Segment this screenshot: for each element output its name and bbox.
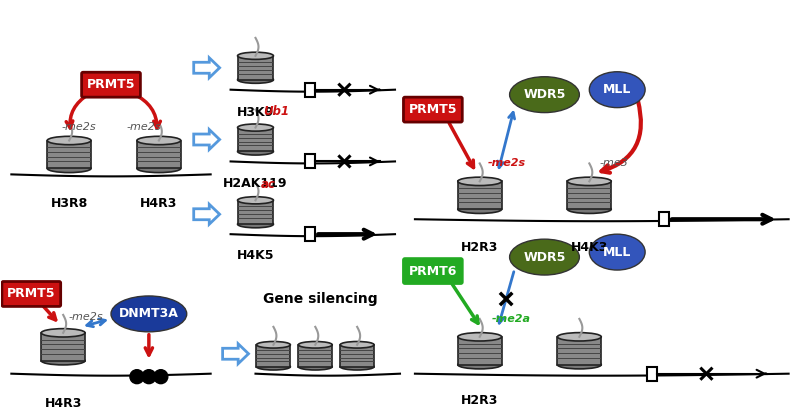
Bar <box>306 83 315 97</box>
Ellipse shape <box>558 361 601 369</box>
Text: -me2a: -me2a <box>492 314 531 324</box>
Bar <box>458 181 501 209</box>
Ellipse shape <box>299 342 332 348</box>
Ellipse shape <box>257 363 291 370</box>
FancyBboxPatch shape <box>403 97 463 122</box>
FancyBboxPatch shape <box>2 282 61 306</box>
Bar <box>238 56 273 80</box>
Ellipse shape <box>341 363 374 370</box>
Ellipse shape <box>238 197 273 204</box>
Ellipse shape <box>341 342 374 348</box>
Text: -me2s: -me2s <box>68 312 103 322</box>
Bar <box>257 345 291 367</box>
Text: -me2s: -me2s <box>488 159 526 169</box>
Text: -me3: -me3 <box>600 159 628 169</box>
Text: PRMT5: PRMT5 <box>409 103 457 116</box>
Text: PRMT6: PRMT6 <box>409 265 457 278</box>
Bar <box>299 345 332 367</box>
Ellipse shape <box>48 136 91 145</box>
Text: ac: ac <box>261 178 276 191</box>
Bar <box>306 154 315 169</box>
Ellipse shape <box>589 72 645 108</box>
Bar <box>567 181 611 209</box>
Bar <box>306 227 315 241</box>
Circle shape <box>130 370 144 384</box>
Text: PRMT5: PRMT5 <box>7 287 55 301</box>
Bar <box>458 337 501 365</box>
Ellipse shape <box>567 177 611 185</box>
Ellipse shape <box>589 234 645 270</box>
Text: WDR5: WDR5 <box>524 88 565 101</box>
Text: MLL: MLL <box>603 246 631 259</box>
Bar <box>238 128 273 152</box>
Ellipse shape <box>458 177 501 185</box>
Ellipse shape <box>238 124 273 131</box>
Bar <box>137 140 181 169</box>
Polygon shape <box>223 344 249 364</box>
Bar <box>238 200 273 224</box>
Bar <box>659 212 669 226</box>
FancyBboxPatch shape <box>403 259 463 283</box>
Text: H4R3: H4R3 <box>44 396 82 410</box>
Ellipse shape <box>238 76 273 83</box>
Text: H2R3: H2R3 <box>461 394 498 407</box>
Text: H3R8: H3R8 <box>51 197 88 210</box>
Circle shape <box>142 370 156 384</box>
Ellipse shape <box>238 52 273 59</box>
Ellipse shape <box>299 363 332 370</box>
Bar <box>558 337 601 365</box>
Ellipse shape <box>257 342 291 348</box>
Text: DNMT3A: DNMT3A <box>119 307 179 320</box>
Text: H2AK119: H2AK119 <box>223 177 287 190</box>
Ellipse shape <box>48 164 91 173</box>
Bar <box>48 140 91 169</box>
Ellipse shape <box>458 361 501 369</box>
Text: H4K3: H4K3 <box>570 241 608 254</box>
Ellipse shape <box>137 164 181 173</box>
Ellipse shape <box>238 148 273 155</box>
Text: -me2s: -me2s <box>127 121 162 132</box>
Ellipse shape <box>509 77 580 113</box>
Bar <box>341 345 374 367</box>
Bar <box>647 367 657 381</box>
Text: Ub1: Ub1 <box>264 105 289 118</box>
Ellipse shape <box>509 239 580 275</box>
Text: WDR5: WDR5 <box>524 251 565 263</box>
FancyBboxPatch shape <box>82 72 140 97</box>
Ellipse shape <box>238 221 273 228</box>
Text: MLL: MLL <box>603 83 631 96</box>
Text: Gene silencing: Gene silencing <box>263 292 378 306</box>
Text: H4R3: H4R3 <box>140 197 177 210</box>
Circle shape <box>154 370 168 384</box>
Text: PRMT5: PRMT5 <box>87 78 135 91</box>
Ellipse shape <box>41 329 85 337</box>
Polygon shape <box>194 58 219 78</box>
Ellipse shape <box>567 205 611 214</box>
Ellipse shape <box>111 296 187 332</box>
Text: H2R3: H2R3 <box>461 241 498 254</box>
Polygon shape <box>194 204 219 224</box>
Ellipse shape <box>458 205 501 214</box>
Ellipse shape <box>558 332 601 341</box>
Ellipse shape <box>137 136 181 145</box>
Bar <box>41 333 85 361</box>
Text: -me2s: -me2s <box>61 121 96 132</box>
Text: H4K5: H4K5 <box>237 249 274 262</box>
Text: H3K9: H3K9 <box>237 106 274 119</box>
Polygon shape <box>194 130 219 150</box>
Ellipse shape <box>41 356 85 365</box>
Ellipse shape <box>458 332 501 341</box>
